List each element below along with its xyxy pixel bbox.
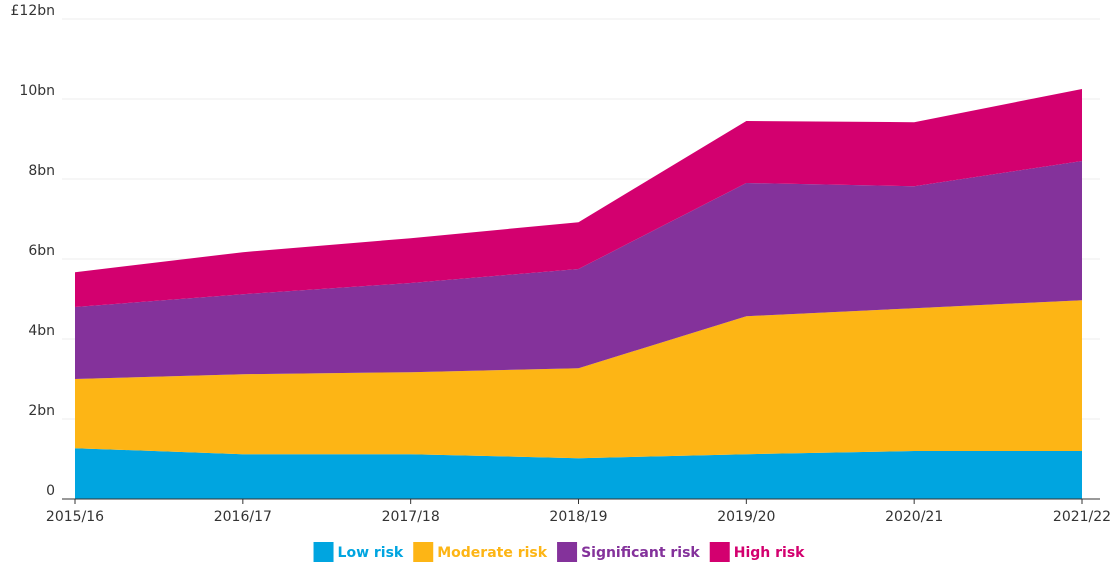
legend-label: Moderate risk <box>437 545 548 561</box>
legend: Low risk Moderate risk Significant risk Hig… <box>313 542 805 562</box>
y-tick-label: £12bn <box>11 3 55 19</box>
x-tick-label: 2016/17 <box>214 509 272 525</box>
legend-swatch <box>709 542 730 562</box>
legend-swatch <box>413 542 434 562</box>
y-tick-label: 6bn <box>28 243 55 259</box>
y-tick-label: 8bn <box>28 163 55 179</box>
legend-label: Low risk <box>338 545 404 561</box>
legend-swatch <box>313 542 334 562</box>
x-tick-label: 2020/21 <box>885 509 943 525</box>
x-tick-label: 2018/19 <box>549 509 607 525</box>
area <box>75 89 1082 307</box>
area <box>75 448 1082 499</box>
area <box>75 161 1082 379</box>
y-tick-label: 10bn <box>19 83 55 99</box>
y-tick-label: 0 <box>46 483 55 499</box>
x-tick-label: 2021/22 <box>1053 509 1111 525</box>
area <box>75 300 1082 459</box>
y-tick-label: 2bn <box>28 403 55 419</box>
x-tick-label: 2017/18 <box>382 509 440 525</box>
legend-label: High risk <box>734 545 805 561</box>
legend-label: Significant risk <box>581 545 700 561</box>
legend-swatch <box>557 542 578 562</box>
x-tick-label: 2019/20 <box>717 509 775 525</box>
x-tick-label: 2015/16 <box>46 509 104 525</box>
y-tick-label: 4bn <box>28 323 55 339</box>
